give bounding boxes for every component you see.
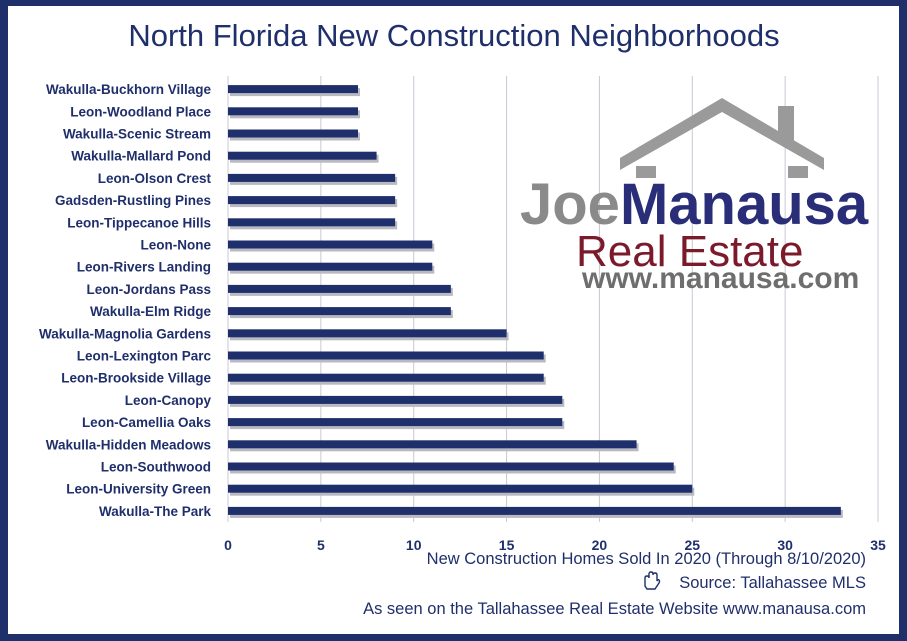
category-label: Wakulla-Scenic Stream: [63, 127, 211, 142]
grid-lines: [227, 76, 879, 522]
bar: [228, 484, 693, 493]
x-tick-label: 15: [499, 537, 515, 553]
source-line: Source: Tallahassee MLS: [644, 571, 866, 592]
bar: [228, 440, 637, 449]
category-label: Leon-Canopy: [125, 393, 212, 408]
category-label: Leon-University Green: [66, 482, 211, 497]
bar: [228, 395, 563, 404]
svg-text:JoeManausa: JoeManausa: [520, 172, 869, 237]
bar: [228, 173, 396, 182]
x-tick-label: 10: [406, 537, 422, 553]
company-logo: JoeManausa Real Estate www.manausa.com: [520, 98, 869, 295]
bar: [228, 373, 544, 382]
bar: [228, 284, 451, 293]
bar: [228, 218, 396, 227]
bar-chart: North Florida New Construction Neighborh…: [39, 18, 886, 618]
bar: [228, 129, 358, 138]
category-label: Wakulla-The Park: [99, 504, 212, 519]
bar: [228, 506, 841, 515]
category-label: Wakulla-Magnolia Gardens: [39, 326, 211, 341]
category-label: Leon-Tippecanoe Hills: [67, 215, 211, 230]
bar: [228, 307, 451, 316]
logo-real-estate: Real Estate: [576, 227, 803, 276]
source-text: Source: Tallahassee MLS: [679, 574, 866, 592]
chart-title: North Florida New Construction Neighborh…: [128, 18, 779, 53]
x-tick-label: 35: [870, 537, 886, 553]
house-roof-icon: [620, 98, 824, 178]
category-label: Wakulla-Elm Ridge: [90, 304, 212, 319]
hand-icon: [644, 571, 661, 590]
x-tick-label: 5: [317, 537, 325, 553]
bar: [228, 462, 674, 471]
bar: [228, 262, 433, 271]
category-label: Leon-Brookside Village: [61, 371, 211, 386]
chart-frame: North Florida New Construction Neighborh…: [8, 6, 899, 634]
bar: [228, 418, 563, 427]
bar: [228, 85, 358, 94]
x-axis-label: New Construction Homes Sold In 2020 (Thr…: [427, 550, 866, 568]
category-label: Leon-Southwood: [101, 460, 211, 475]
category-label: Gadsden-Rustling Pines: [55, 193, 211, 208]
category-label: Leon-Olson Crest: [98, 171, 212, 186]
logo-manausa: Manausa: [620, 172, 869, 237]
bar: [228, 351, 544, 360]
x-tick-label: 0: [224, 537, 232, 553]
bar: [228, 240, 433, 249]
category-label: Wakulla-Buckhorn Village: [46, 82, 212, 97]
bar: [228, 196, 396, 205]
category-label: Leon-None: [141, 238, 212, 253]
category-labels: Wakulla-Buckhorn Village Leon-Woodland Pl…: [39, 82, 212, 519]
bar: [228, 329, 507, 338]
category-label: Leon-Rivers Landing: [77, 260, 211, 275]
category-label: Leon-Woodland Place: [70, 104, 211, 119]
bar: [228, 107, 358, 116]
x-tick-label: 20: [592, 537, 608, 553]
bars: [228, 85, 843, 518]
bar: [228, 151, 377, 160]
x-tick-label: 25: [684, 537, 700, 553]
x-tick-label: 30: [777, 537, 793, 553]
category-label: Wakulla-Mallard Pond: [71, 149, 211, 164]
logo-url: www.manausa.com: [581, 262, 859, 295]
category-label: Leon-Lexington Parc: [77, 349, 212, 364]
website-note: As seen on the Tallahassee Real Estate W…: [363, 600, 866, 618]
category-label: Wakulla-Hidden Meadows: [46, 437, 211, 452]
x-tick-labels: 0 5 10 15 20 25 30 35: [224, 537, 886, 553]
category-label: Leon-Camellia Oaks: [82, 415, 211, 430]
category-label: Leon-Jordans Pass: [86, 282, 211, 297]
logo-joe: Joe: [520, 172, 620, 237]
